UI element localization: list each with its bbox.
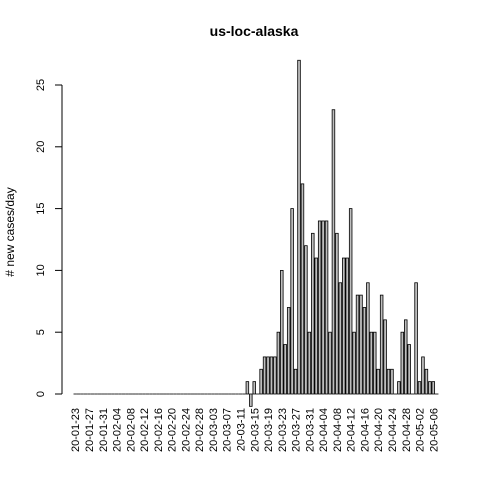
bar-20-04-08 [335, 232, 339, 395]
bar-20-04-26 [397, 381, 401, 395]
x-tick-label: 20-01-27 [84, 408, 96, 452]
x-tick-label: 20-04-08 [332, 408, 344, 452]
bar-20-03-24 [283, 344, 287, 395]
x-tick-label: 20-03-15 [249, 408, 261, 452]
x-tick-label: 20-03-23 [277, 408, 289, 452]
bar-20-04-09 [338, 282, 343, 395]
x-tick-label: 20-02-28 [194, 408, 206, 452]
x-tick-label: 20-05-02 [415, 408, 427, 452]
bar-20-04-15 [359, 294, 363, 395]
bar-20-04-23 [386, 368, 391, 395]
bar-20-04-03 [317, 220, 322, 395]
x-tick-label: 20-04-24 [387, 408, 399, 452]
bar-20-05-01 [414, 282, 418, 395]
x-tick-label: 20-05-06 [428, 408, 440, 452]
chart-title: us-loc-alaska [210, 23, 299, 39]
bar-20-03-21 [273, 356, 277, 395]
bar-20-03-31 [307, 331, 312, 395]
x-tick-label: 20-04-20 [373, 408, 385, 452]
bar-20-04-12 [348, 208, 353, 395]
bar-20-03-27 [293, 368, 298, 395]
bar-20-03-17 [259, 368, 263, 395]
y-axis: 0 5 10 15 20 25 [35, 79, 63, 397]
bar-20-04-22 [383, 319, 387, 395]
bar-20-03-14 [249, 393, 253, 407]
bar-20-03-29 [300, 183, 305, 395]
bar-20-03-26 [290, 208, 294, 395]
bar-20-03-15 [252, 381, 256, 395]
x-tick-label: 20-04-16 [359, 408, 371, 452]
bar-20-04-28 [404, 319, 408, 395]
x-tick-label: 20-02-16 [153, 408, 165, 452]
bar-20-04-10 [342, 257, 346, 395]
bar-20-03-20 [269, 356, 274, 395]
y-tick-label: 10 [35, 264, 47, 276]
y-tick-label: 0 [35, 391, 47, 397]
y-axis-label: # new cases/day [3, 187, 17, 276]
x-tick-label: 20-01-31 [98, 408, 110, 452]
y-tick-label: 20 [35, 141, 47, 153]
x-tick-label: 20-02-20 [167, 408, 179, 452]
bar-20-03-22 [276, 331, 281, 395]
bar-20-04-19 [373, 331, 377, 395]
x-tick-label: 20-04-12 [346, 408, 358, 452]
bar-20-04-14 [355, 294, 360, 395]
bar-20-04-24 [390, 368, 394, 395]
y-tick-label: 25 [35, 79, 47, 91]
bar-20-04-05 [324, 220, 329, 395]
bar-20-04-04 [321, 220, 325, 395]
x-tick-label: 20-03-11 [235, 408, 247, 451]
x-tick-label: 20-04-28 [401, 408, 413, 452]
x-tick-label: 20-01-23 [70, 408, 82, 452]
x-tick-label: 20-04-04 [318, 408, 330, 452]
bar-20-04-11 [345, 257, 349, 395]
bar-20-05-05 [428, 381, 432, 395]
bar-20-04-06 [328, 331, 332, 395]
bar-20-04-01 [311, 232, 315, 395]
x-tick-label: 20-02-24 [180, 408, 192, 452]
x-tick-label: 20-03-07 [222, 408, 234, 452]
bar-20-04-07 [331, 109, 336, 395]
bar-20-04-18 [369, 331, 374, 395]
bar-20-03-23 [280, 269, 284, 395]
x-tick-label: 20-02-04 [112, 408, 124, 452]
x-tick-label: 20-02-12 [139, 408, 151, 452]
bar-20-05-06 [431, 381, 436, 395]
x-tick-label: 20-03-03 [208, 408, 220, 452]
bar-20-03-30 [304, 245, 308, 395]
bars-group [73, 59, 439, 407]
bar-20-04-20 [376, 368, 380, 395]
bar-20-03-18 [262, 356, 267, 395]
x-axis: 20-01-23 20-01-27 20-01-31 20-02-04 20-02-08… [70, 408, 440, 452]
bar-20-04-17 [366, 282, 370, 395]
bar-20-05-03 [421, 356, 425, 395]
bar-20-04-13 [352, 331, 356, 395]
y-tick-label: 5 [35, 329, 47, 335]
x-tick-label: 20-03-19 [263, 408, 275, 452]
bar-20-04-21 [379, 294, 384, 395]
bar-20-05-02 [417, 381, 422, 395]
bar-20-03-25 [286, 307, 291, 395]
bar-20-05-04 [424, 368, 429, 395]
bar-20-03-28 [297, 59, 301, 395]
bar-20-04-29 [407, 344, 411, 395]
x-tick-label: 20-03-27 [291, 408, 303, 452]
bar-20-03-13 [245, 381, 250, 395]
bar-20-04-02 [314, 257, 318, 395]
y-tick-label: 15 [35, 202, 47, 214]
x-tick-label: 20-03-31 [304, 408, 316, 452]
bar-20-04-27 [400, 331, 405, 395]
x-tick-label: 20-02-08 [125, 408, 137, 452]
bar-20-03-19 [266, 356, 270, 395]
bar-20-04-16 [362, 307, 367, 395]
